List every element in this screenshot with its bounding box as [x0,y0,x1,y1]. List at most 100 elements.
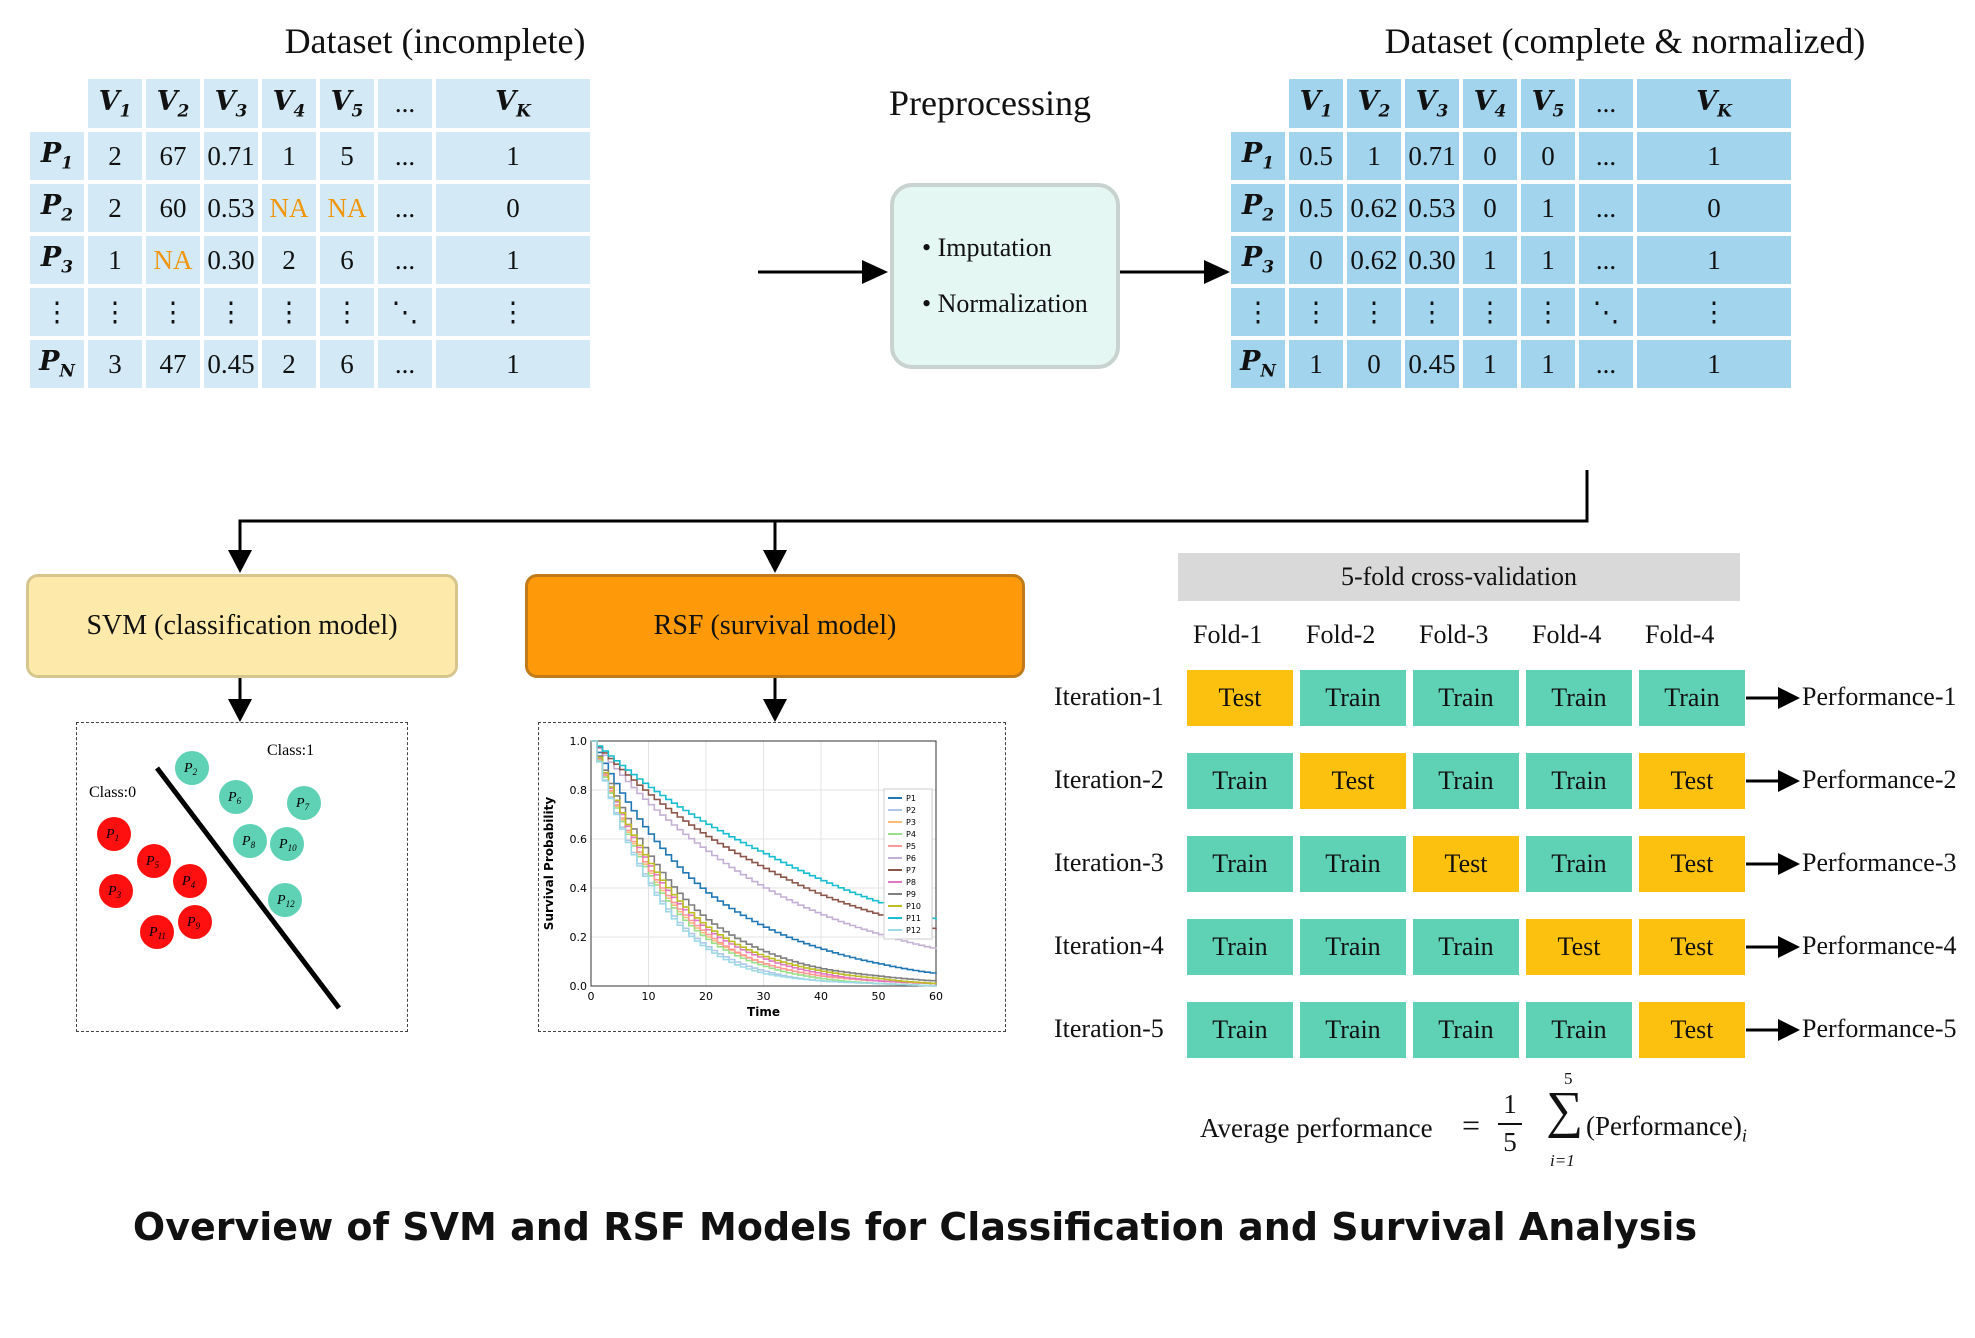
legend-label: P9 [906,890,916,899]
data-cell: 1 [1463,236,1517,284]
train-fold-cell: Train [1187,919,1293,975]
right_table-header-cell: V1 [1289,79,1343,128]
left_table-header-cell: VK [436,79,590,128]
data-cell: ⋮ [1521,288,1575,336]
sum-sign: ∑ [1546,1082,1584,1139]
svm-decision-boundary [155,766,341,1010]
svm-point-p5 [137,844,171,878]
y-axis-label: Survival Probability [542,797,556,931]
right_table-header-cell: V3 [1405,79,1459,128]
train-fold-cell: Train [1300,1002,1406,1058]
data-cell: 1 [436,236,590,284]
svm-point-p6 [219,780,253,814]
train-fold-cell: Train [1413,670,1519,726]
svm-point-p1 [97,817,131,851]
data-cell: ⋱ [378,288,432,336]
right-table-title: Dataset (complete & normalized) [1384,21,1866,61]
y-tick-label: 0.2 [570,931,588,944]
data-cell: 0 [436,184,590,232]
data-cell: ... [1579,340,1633,388]
train-fold-cell: Train [1187,1002,1293,1058]
data-cell: 0 [1463,132,1517,180]
performance-arrow [1746,853,1800,875]
test-fold-cell: Test [1639,753,1745,809]
data-cell: ... [1579,184,1633,232]
performance-label: Performance-1 [1802,682,1957,711]
legend-label: P3 [906,818,916,827]
legend-label: P12 [906,926,921,935]
data-cell: 0.45 [204,340,258,388]
data-cell: 0.30 [204,236,258,284]
data-cell: 0 [1347,340,1401,388]
x-tick-label: 0 [588,990,595,1003]
svm-plot-frame: Class:0 Class:1 P1 P3 P4 P5 P9 P11 P2 P6 P7 P8 P10… [76,722,408,1032]
chart-legend [883,788,933,940]
data-cell: ⋮ [146,288,200,336]
data-cell: ⋮ [436,288,590,336]
y-tick-label: 0.4 [570,882,588,895]
fraction-denominator: 5 [1503,1127,1517,1157]
left_table-header-cell: V5 [320,79,374,128]
x-tick-label: 20 [699,990,713,1003]
right_table-header-cell: V4 [1463,79,1517,128]
data-cell: 60 [146,184,200,232]
legend-label: P11 [906,914,921,923]
data-cell: 1 [88,236,142,284]
train-fold-cell: Train [1300,919,1406,975]
row-label-cell: P1 [30,132,84,180]
data-cell: 0.62 [1347,184,1401,232]
performance-label: Performance-4 [1802,931,1957,960]
train-fold-cell: Train [1526,670,1632,726]
test-fold-cell: Test [1526,919,1632,975]
incomplete-dataset-table: V1 V2 V3 V4 V5... VK P1 2 67 0.71 1 5... 1 P2 2 60 0.53 N… [26,75,594,392]
right_table-header-cell: VK [1637,79,1791,128]
x-axis-label: Time [747,1005,780,1019]
sum-upper-limit: 5 [1564,1069,1573,1088]
iteration-label: Iteration-1 [1054,682,1164,711]
performance-term: (Performance)i [1586,1111,1747,1146]
fold-label: Fold-1 [1193,620,1263,649]
data-cell: 0.5 [1289,132,1343,180]
fold-label: Fold-2 [1306,620,1376,649]
x-tick-label: 60 [929,990,943,1003]
data-cell: 3 [88,340,142,388]
svm-point-p11 [140,915,174,949]
svm-point-p3 [99,874,133,908]
test-fold-cell: Test [1300,753,1406,809]
data-cell: 0.30 [1405,236,1459,284]
iteration-label: Iteration-5 [1054,1014,1164,1043]
legend-label: P6 [906,854,916,863]
data-cell: 0.71 [1405,132,1459,180]
row-label-cell: ⋮ [1231,288,1285,336]
row-label-cell: ⋮ [30,288,84,336]
normalization-item: • Normalization [922,289,1088,318]
train-fold-cell: Train [1526,836,1632,892]
data-cell: 0 [1289,236,1343,284]
data-cell: 1 [1289,340,1343,388]
y-tick-label: 0.0 [570,980,588,993]
data-cell: ⋮ [1463,288,1517,336]
data-cell: NA [146,236,200,284]
row-label-cell: P2 [30,184,84,232]
data-cell: ... [1579,132,1633,180]
legend-label: P8 [906,878,916,887]
data-cell: 0.71 [204,132,258,180]
x-tick-label: 30 [757,990,771,1003]
data-cell: ⋮ [320,288,374,336]
legend-label: P5 [906,842,916,851]
data-cell: 1 [1637,236,1791,284]
train-fold-cell: Train [1300,670,1406,726]
class1-label: Class:1 [267,742,314,759]
data-cell: 67 [146,132,200,180]
performance-label: Performance-3 [1802,848,1957,877]
train-fold-cell: Train [1413,919,1519,975]
performance-arrow [1746,770,1800,792]
performance-arrow [1746,1019,1800,1041]
data-cell: ... [378,132,432,180]
data-cell: 1 [436,132,590,180]
survival-curve-p8 [591,740,937,985]
svm-point-p2 [175,751,209,785]
survival-curve-p11 [591,740,937,920]
left_table-header-cell: V2 [146,79,200,128]
